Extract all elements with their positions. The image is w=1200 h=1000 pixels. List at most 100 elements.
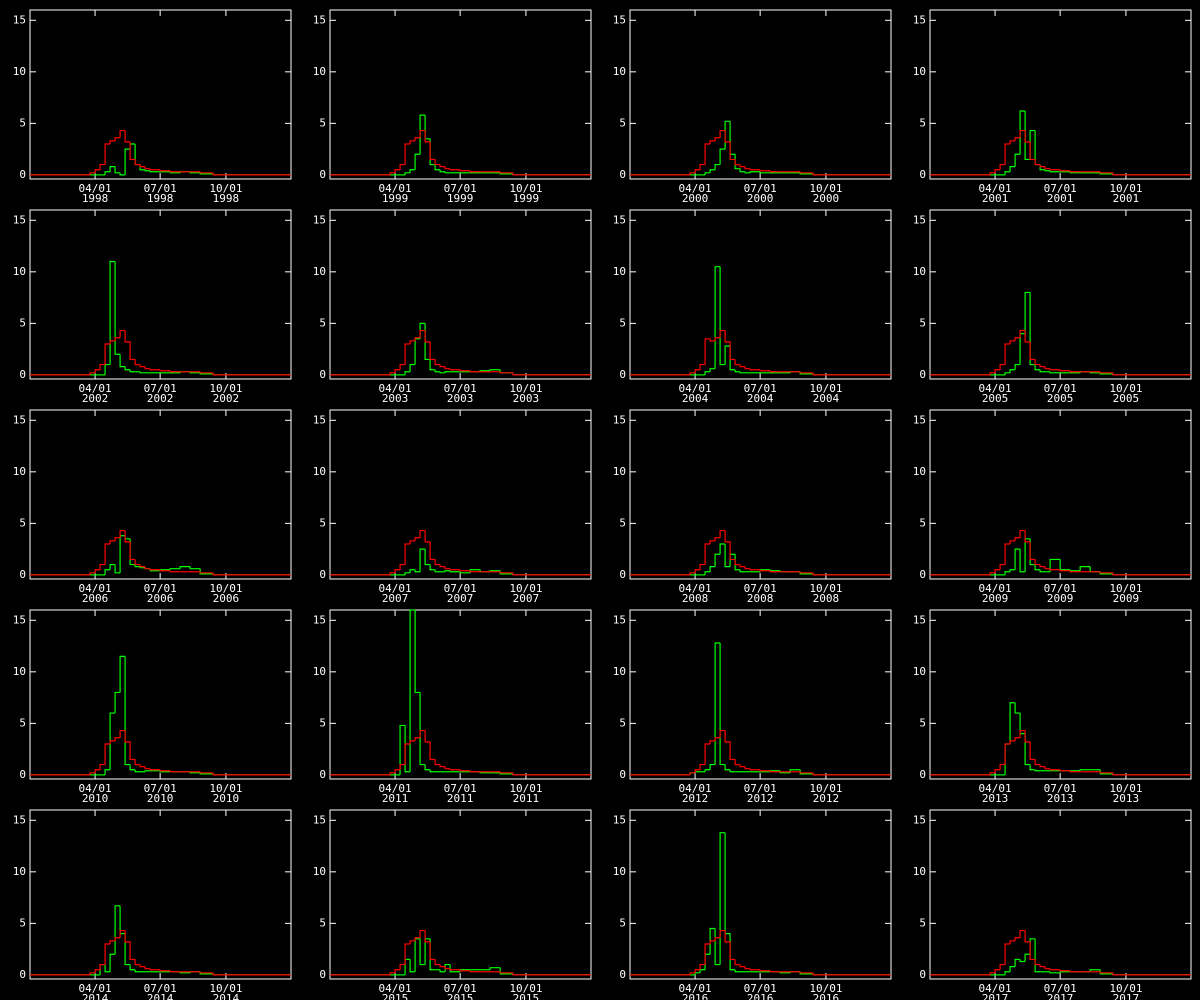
step-segment <box>129 764 136 771</box>
x-tick-label: 07/01 <box>144 182 177 195</box>
y-tick-label: 5 <box>19 516 26 529</box>
step-segment <box>459 969 471 972</box>
y-tick-label: 15 <box>313 813 326 826</box>
step-segment <box>424 549 431 566</box>
x-tick-label: 10/01 <box>809 582 842 595</box>
step-segment <box>1029 938 1036 955</box>
step-segment <box>999 163 1006 170</box>
step-segment <box>714 337 721 341</box>
step-segment <box>134 159 141 166</box>
step-segment <box>439 969 446 973</box>
step-segment <box>449 964 461 973</box>
y-tick-label: 10 <box>613 665 626 678</box>
plot-frame <box>29 209 292 380</box>
step-segment <box>799 971 814 974</box>
y-tick-label: 5 <box>19 916 26 929</box>
step-segment <box>709 927 716 955</box>
plot-frame <box>629 409 892 580</box>
step-segment <box>1024 733 1031 766</box>
x-tick-label: 04/01 <box>79 782 112 795</box>
x-tick-year: 2002 <box>213 392 240 405</box>
x-tick-year: 2014 <box>147 992 174 1000</box>
y-tick-label: 5 <box>919 916 926 929</box>
plot-frame <box>929 809 1192 980</box>
step-segment <box>404 743 411 765</box>
step-segment <box>109 166 116 172</box>
x-tick-label: 10/01 <box>809 382 842 395</box>
step-segment <box>159 169 171 172</box>
step-segment <box>419 129 426 138</box>
x-tick-label: 10/01 <box>509 782 542 795</box>
step-segment <box>444 766 451 770</box>
step-segment <box>1029 741 1036 761</box>
step-segment <box>439 371 446 374</box>
step-segment <box>394 369 401 373</box>
y-tick-label: 5 <box>319 116 326 129</box>
step-segment <box>134 359 141 366</box>
step-segment <box>449 368 461 371</box>
x-tick-label: 10/01 <box>509 182 542 195</box>
y-tick-label: 5 <box>19 316 26 329</box>
step-segment <box>169 970 181 973</box>
x-tick-year: 2005 <box>982 392 1009 405</box>
step-segment <box>144 770 151 772</box>
step-segment <box>1049 368 1061 371</box>
step-segment <box>1034 959 1041 966</box>
plot-frame <box>629 609 892 780</box>
x-tick-label: 10/01 <box>209 182 242 195</box>
step-segment <box>1004 143 1011 165</box>
step-segment <box>489 369 501 371</box>
step-segment <box>699 563 706 570</box>
step-segment <box>394 969 401 973</box>
step-segment <box>1019 549 1026 573</box>
step-segment <box>724 130 731 143</box>
x-tick-label: 07/01 <box>144 382 177 395</box>
x-tick-label: 10/01 <box>509 982 542 995</box>
y-tick-label: 5 <box>319 716 326 729</box>
y-tick-label: 10 <box>313 665 326 678</box>
step-segment <box>1019 529 1026 538</box>
step-segment <box>1069 569 1081 572</box>
step-segment <box>1034 938 1041 973</box>
step-segment <box>389 772 396 775</box>
step-segment <box>1039 164 1046 168</box>
step-segment <box>129 369 136 373</box>
step-segment <box>1044 566 1051 570</box>
x-tick-year: 2001 <box>1113 192 1140 205</box>
step-segment <box>704 143 711 165</box>
step-segment <box>434 759 441 766</box>
step-segment <box>124 730 131 743</box>
y-tick-label: 0 <box>19 568 26 581</box>
step-segment <box>1049 170 1061 173</box>
step-segment <box>749 968 761 971</box>
step-segment <box>1112 772 1191 776</box>
step-segment <box>144 366 151 370</box>
step-segment <box>144 766 151 770</box>
step-segment <box>1099 769 1114 775</box>
step-segment <box>89 772 96 775</box>
step-segment <box>129 741 136 761</box>
step-segment <box>1059 969 1071 972</box>
step-segment <box>1099 371 1114 374</box>
step-segment <box>1009 166 1016 172</box>
step-segment <box>134 769 141 773</box>
x-tick-year: 2001 <box>982 192 1009 205</box>
step-segment <box>419 729 426 738</box>
x-tick-label: 07/01 <box>1044 982 1077 995</box>
y-tick-label: 15 <box>613 413 626 426</box>
plot-frame <box>329 9 592 180</box>
y-tick-label: 0 <box>19 168 26 181</box>
x-tick-year: 1999 <box>382 192 409 205</box>
x-tick-label: 04/01 <box>79 982 112 995</box>
y-tick-label: 0 <box>619 968 626 981</box>
step-segment <box>704 338 711 365</box>
step-segment <box>1039 364 1046 368</box>
y-tick-label: 0 <box>619 768 626 781</box>
x-tick-label: 04/01 <box>979 782 1012 795</box>
x-tick-label: 04/01 <box>79 182 112 195</box>
step-segment <box>104 171 111 175</box>
step-segment <box>994 169 1001 173</box>
step-segment <box>429 138 436 166</box>
step-segment <box>134 564 141 568</box>
